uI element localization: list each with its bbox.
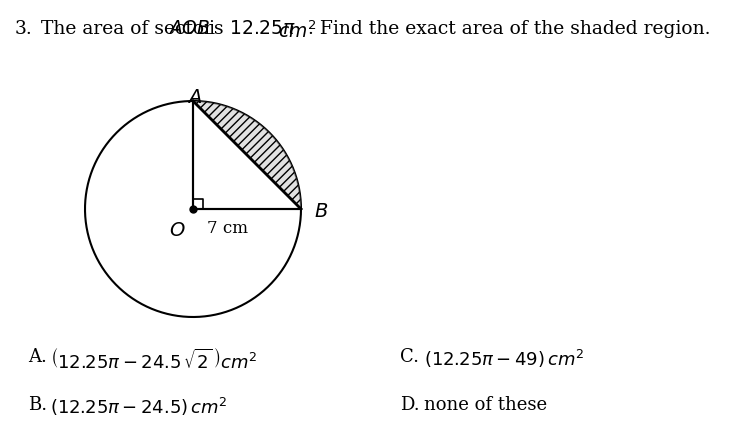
Text: A.: A. [28,347,47,365]
Text: is $12.25\pi$: is $12.25\pi$ [208,20,296,38]
Text: 3.: 3. [15,20,33,38]
Text: $AOB$: $AOB$ [168,20,210,38]
Text: $cm^{2}$: $cm^{2}$ [278,20,317,41]
Text: $(12.25\pi - 49)\,cm^{2}$: $(12.25\pi - 49)\,cm^{2}$ [424,347,585,369]
Text: D.: D. [400,395,420,413]
Text: B.: B. [28,395,47,413]
Text: $A$: $A$ [187,89,203,107]
Text: $O$: $O$ [169,221,185,240]
Text: C.: C. [400,347,419,365]
Text: $B$: $B$ [314,203,328,220]
Text: . Find the exact area of the shaded region.: . Find the exact area of the shaded regi… [308,20,710,38]
Text: The area of sector: The area of sector [41,20,219,38]
Text: 7 cm: 7 cm [207,220,248,237]
Text: $\left(12.25\pi - 24.5\,\sqrt{2}\,\right)cm^{2}$: $\left(12.25\pi - 24.5\,\sqrt{2}\,\right… [50,347,258,372]
Text: $(12.25\pi - 24.5)\,cm^{2}$: $(12.25\pi - 24.5)\,cm^{2}$ [50,395,227,417]
Text: none of these: none of these [424,395,547,413]
Polygon shape [193,102,301,210]
